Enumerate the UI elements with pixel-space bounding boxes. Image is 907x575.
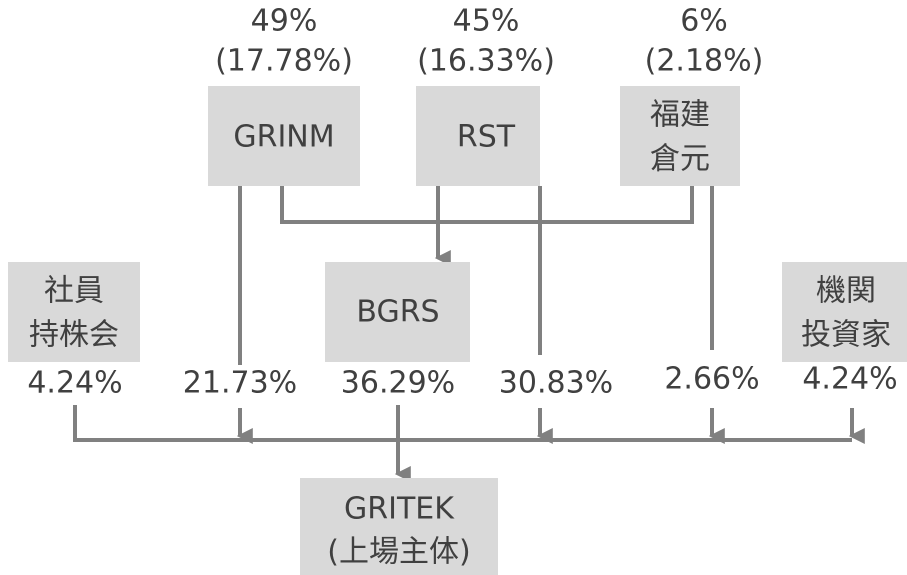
node-label: 倉元	[650, 142, 710, 177]
node-label: GRINM	[233, 120, 334, 155]
stake: 4.24%	[802, 362, 897, 397]
box	[208, 86, 360, 186]
stake: 36.29%	[341, 366, 455, 401]
bracket	[280, 186, 694, 224]
share-total: (16.33%)	[417, 44, 555, 79]
connectors	[73, 186, 865, 482]
box	[782, 262, 907, 362]
share: 6%	[680, 4, 728, 39]
node-label: BGRS	[356, 295, 439, 330]
box	[8, 262, 140, 362]
line	[73, 405, 852, 442]
box	[416, 86, 540, 186]
node-label: 投資家	[801, 318, 891, 353]
box	[620, 86, 740, 186]
node-label: GRITEK	[344, 492, 455, 527]
stake: 21.73%	[183, 366, 297, 401]
node-label: 機関	[816, 274, 876, 309]
node-label: 福建	[650, 98, 710, 133]
stake: 4.24%	[27, 366, 122, 401]
stake: 30.83%	[499, 366, 613, 401]
share: 49%	[251, 4, 318, 39]
share: 45%	[453, 4, 520, 39]
stake: 2.66%	[664, 362, 759, 397]
node-label: 持株会	[29, 318, 119, 353]
share-total: (2.18%)	[645, 44, 764, 79]
box	[300, 478, 498, 575]
share-total: (17.78%)	[215, 44, 353, 79]
node-label: (上場主体)	[327, 535, 470, 570]
node-label: 社員	[44, 274, 104, 309]
node-label: RST	[457, 120, 516, 155]
box	[325, 262, 470, 362]
